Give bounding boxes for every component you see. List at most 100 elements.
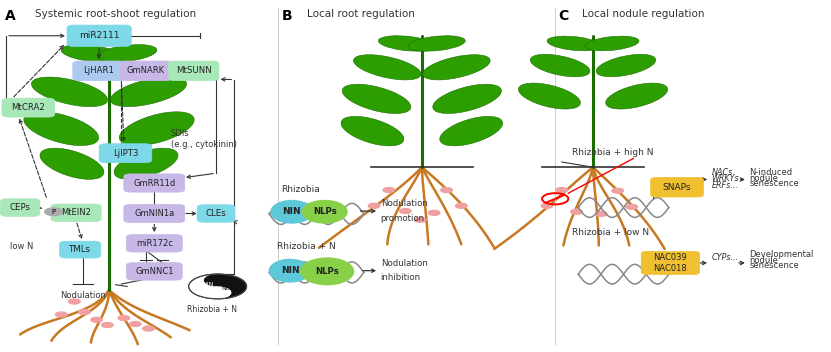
Circle shape — [101, 322, 113, 327]
Text: MtSUNN: MtSUNN — [176, 66, 212, 75]
FancyBboxPatch shape — [99, 144, 152, 163]
Ellipse shape — [433, 84, 501, 113]
FancyBboxPatch shape — [126, 263, 182, 280]
Ellipse shape — [24, 112, 99, 145]
FancyBboxPatch shape — [2, 98, 55, 117]
Text: Rhizobia + N: Rhizobia + N — [278, 243, 336, 251]
Ellipse shape — [585, 36, 639, 51]
FancyBboxPatch shape — [642, 251, 700, 275]
Ellipse shape — [606, 83, 667, 109]
Circle shape — [400, 209, 411, 214]
Circle shape — [204, 287, 231, 298]
Circle shape — [383, 188, 395, 193]
Circle shape — [45, 208, 63, 216]
Circle shape — [91, 317, 102, 322]
Ellipse shape — [353, 55, 421, 80]
Text: Rhizobia: Rhizobia — [282, 185, 320, 194]
FancyBboxPatch shape — [126, 234, 182, 252]
Text: NIN: NIN — [283, 207, 301, 216]
Ellipse shape — [120, 112, 194, 145]
Ellipse shape — [408, 36, 465, 51]
Text: GmNNC1: GmNNC1 — [135, 267, 174, 276]
Ellipse shape — [341, 117, 404, 146]
Circle shape — [596, 212, 607, 216]
Text: Rhizobia + low N: Rhizobia + low N — [573, 228, 650, 237]
Text: NLPs: NLPs — [312, 207, 337, 216]
Text: inhibition: inhibition — [381, 273, 420, 282]
Circle shape — [69, 299, 80, 304]
Text: low N: low N — [10, 241, 33, 251]
Circle shape — [556, 188, 568, 193]
Circle shape — [130, 321, 141, 326]
Ellipse shape — [342, 84, 411, 113]
Text: Local root regulation: Local root regulation — [307, 10, 415, 19]
Text: Rhizobia + N: Rhizobia + N — [187, 306, 237, 314]
Ellipse shape — [302, 200, 347, 224]
Ellipse shape — [378, 36, 435, 51]
FancyBboxPatch shape — [124, 205, 184, 222]
Text: nodule: nodule — [750, 174, 779, 183]
Ellipse shape — [300, 257, 354, 285]
Circle shape — [626, 205, 637, 209]
FancyBboxPatch shape — [124, 174, 184, 192]
Text: NLPs: NLPs — [315, 267, 339, 276]
Text: LjIPT3: LjIPT3 — [113, 149, 138, 158]
Text: NIN: NIN — [281, 266, 299, 275]
Text: promotion: promotion — [381, 214, 425, 222]
FancyBboxPatch shape — [51, 204, 101, 221]
Text: Systemic root-shoot regulation: Systemic root-shoot regulation — [35, 10, 196, 19]
Circle shape — [368, 203, 380, 208]
Ellipse shape — [32, 77, 108, 107]
Text: NAC039
NAC018: NAC039 NAC018 — [653, 253, 687, 273]
Text: A: A — [5, 10, 16, 24]
Text: N-induced: N-induced — [750, 168, 793, 177]
Circle shape — [455, 203, 467, 208]
Ellipse shape — [114, 148, 178, 179]
Circle shape — [415, 218, 426, 222]
FancyBboxPatch shape — [197, 205, 235, 222]
Text: MtCRA2: MtCRA2 — [12, 103, 45, 112]
Text: CEPs: CEPs — [10, 203, 31, 212]
Circle shape — [440, 188, 452, 193]
Text: NIN: NIN — [202, 282, 214, 287]
Text: MtEIN2: MtEIN2 — [61, 208, 91, 217]
Text: miR172c: miR172c — [135, 239, 173, 248]
Text: Nodulation: Nodulation — [381, 199, 427, 208]
Text: ERFs...: ERFs... — [711, 181, 738, 190]
FancyBboxPatch shape — [0, 199, 40, 216]
Text: GmNIN1a: GmNIN1a — [134, 209, 175, 218]
Ellipse shape — [111, 77, 187, 107]
FancyBboxPatch shape — [651, 177, 703, 197]
Text: LjHAR1: LjHAR1 — [84, 66, 115, 75]
Circle shape — [571, 209, 583, 214]
Text: Nodulation: Nodulation — [60, 291, 106, 300]
Wedge shape — [189, 274, 218, 299]
FancyBboxPatch shape — [120, 61, 172, 81]
Text: CLEs: CLEs — [205, 209, 226, 218]
FancyBboxPatch shape — [73, 61, 125, 81]
Text: Local nodule regulation: Local nodule regulation — [583, 10, 705, 19]
Circle shape — [143, 326, 155, 331]
Ellipse shape — [270, 200, 313, 224]
Ellipse shape — [519, 83, 580, 109]
Circle shape — [118, 315, 130, 320]
Circle shape — [79, 309, 90, 314]
Text: P: P — [52, 209, 56, 215]
Text: senescence: senescence — [750, 179, 799, 188]
Text: miR2111: miR2111 — [79, 31, 120, 40]
Ellipse shape — [40, 148, 104, 179]
FancyBboxPatch shape — [60, 241, 101, 258]
Circle shape — [204, 275, 231, 286]
Text: Nodulation: Nodulation — [381, 259, 427, 268]
Ellipse shape — [97, 45, 157, 62]
Text: nodule: nodule — [750, 256, 779, 265]
Text: Rhizobia + high N: Rhizobia + high N — [573, 147, 654, 157]
Text: Developmental: Developmental — [750, 250, 814, 259]
Circle shape — [429, 210, 440, 215]
Ellipse shape — [440, 117, 503, 146]
Text: SDIs
(e.g., cytokinin): SDIs (e.g., cytokinin) — [170, 130, 237, 149]
Text: senescence: senescence — [750, 261, 799, 270]
FancyBboxPatch shape — [169, 61, 219, 81]
Text: GmRR11d: GmRR11d — [133, 178, 175, 188]
Ellipse shape — [423, 55, 490, 80]
